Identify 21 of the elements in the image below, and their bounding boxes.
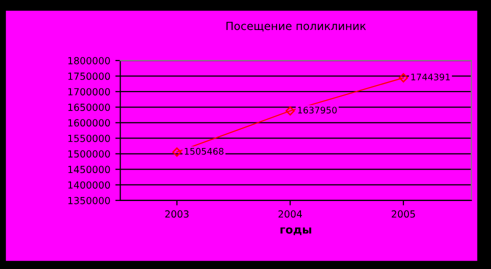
x-tick-label: 2003 bbox=[165, 210, 189, 218]
data-label: 1744391 bbox=[411, 74, 450, 80]
y-tick-label: 1700000 bbox=[68, 88, 110, 96]
point bbox=[398, 73, 408, 82]
point bbox=[172, 147, 182, 157]
y-tick-label: 1350000 bbox=[68, 196, 110, 204]
y-tick-label: 1400000 bbox=[68, 181, 110, 189]
data-label: 1505468 bbox=[184, 148, 224, 155]
x-axis-title: годы bbox=[280, 227, 312, 236]
chart-title: Посещение поликлиник bbox=[226, 22, 366, 32]
y-tick-label: 1750000 bbox=[68, 72, 110, 80]
x-tick-label: 2004 bbox=[278, 210, 302, 218]
y-tick-label: 1450000 bbox=[68, 166, 110, 174]
y-tick-label: 1650000 bbox=[68, 104, 110, 111]
x-tick-label: 2005 bbox=[392, 210, 415, 218]
data-label: 1637950 bbox=[298, 106, 337, 114]
y-tick-label: 1550000 bbox=[68, 134, 110, 142]
point bbox=[286, 106, 295, 116]
y-tick-label: 1500000 bbox=[68, 150, 110, 158]
y-tick-label: 1800000 bbox=[68, 57, 110, 64]
y-tick-label: 1600000 bbox=[68, 119, 110, 127]
